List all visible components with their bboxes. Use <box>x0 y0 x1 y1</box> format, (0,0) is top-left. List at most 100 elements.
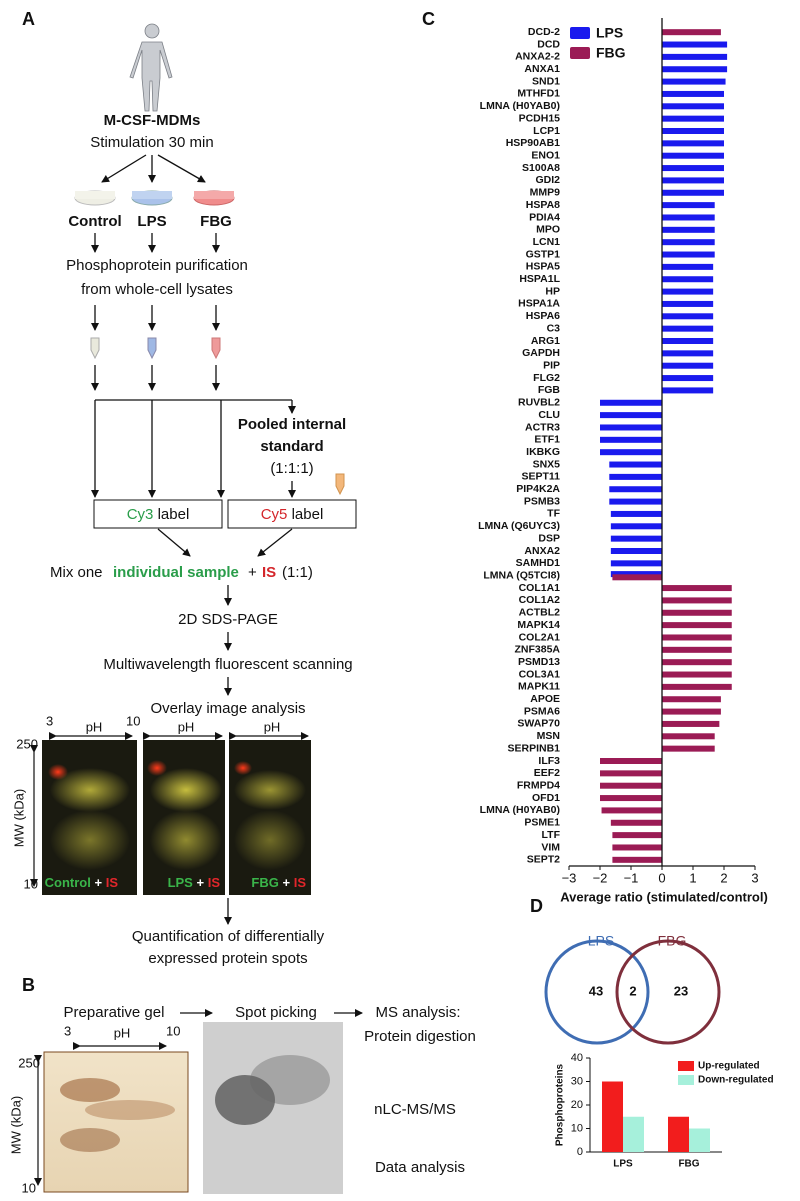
gel-images <box>42 740 311 895</box>
bar <box>662 733 715 740</box>
category-label: RUVBL2 <box>518 397 560 409</box>
arrows <box>91 305 220 331</box>
bar <box>610 819 662 826</box>
category-label: VIM <box>541 841 560 853</box>
purification: from whole-cell lysates <box>81 281 233 298</box>
gel-condition: Control <box>45 875 91 890</box>
category-label: ARG1 <box>531 335 560 347</box>
bar <box>662 202 715 209</box>
legend-swatch <box>570 27 590 39</box>
y-tick-label: 0 <box>577 1146 583 1158</box>
category-label: TF <box>547 508 560 520</box>
category-label: LMNA (H0YAB0) <box>480 100 560 112</box>
pooled: standard <box>260 438 323 455</box>
category-label: IKBKG <box>526 446 560 458</box>
x-tick-label: −2 <box>593 870 608 885</box>
y-tick-label: 20 <box>571 1099 583 1111</box>
bar <box>662 165 724 172</box>
category-label: FGB <box>538 384 561 396</box>
condition: Control <box>68 213 121 230</box>
venn-set <box>544 939 650 1045</box>
category-label: DCD-2 <box>528 26 560 38</box>
bar <box>662 189 724 196</box>
category-label: SNX5 <box>533 458 561 470</box>
mw-top: 250 <box>16 736 38 751</box>
pooled: Pooled internal <box>238 416 346 433</box>
x-tick-label: −1 <box>624 870 639 885</box>
mix-ratio: (1:1) <box>282 564 313 581</box>
step: Multiwavelength fluorescent scanning <box>103 656 352 673</box>
dye: Cy3 <box>127 506 154 523</box>
cells: M-CSF-MDMs <box>104 112 201 129</box>
bar <box>662 263 714 270</box>
bar <box>662 325 714 332</box>
mix: Mix one <box>50 564 103 581</box>
category-label: FRMPD4 <box>517 779 560 791</box>
gel-axes <box>30 732 309 887</box>
category-label: LCP1 <box>533 125 560 137</box>
bar <box>662 646 732 653</box>
legend-label: Down-regulated <box>698 1075 774 1086</box>
gel-condition: FBG <box>251 875 278 890</box>
category-label: HP <box>545 285 560 297</box>
bar <box>662 251 715 258</box>
bar <box>662 671 732 678</box>
category-label: PSMD13 <box>518 656 560 668</box>
gel-plus: + <box>282 875 290 890</box>
bar <box>612 574 662 581</box>
prep-step: Spot picking <box>235 1004 317 1021</box>
venn-count: 23 <box>674 983 688 998</box>
bar <box>662 140 724 147</box>
legend-label: Up-regulated <box>698 1061 760 1072</box>
bar <box>601 807 662 814</box>
bar <box>600 758 662 764</box>
bar <box>662 288 714 295</box>
x-tick-label: FBG <box>678 1159 699 1170</box>
bar <box>610 535 662 542</box>
bar <box>662 66 728 73</box>
panel-label: B <box>22 975 35 995</box>
bar <box>600 449 662 456</box>
mix-individual: individual sample <box>113 564 239 581</box>
cy3-box <box>93 499 223 529</box>
category-label: HSPA1A <box>518 298 560 310</box>
condition: LPS <box>137 213 166 230</box>
category-label: ACTBL2 <box>519 607 561 619</box>
y-tick-label: 40 <box>571 1052 583 1064</box>
bar <box>662 177 724 184</box>
bar <box>623 1116 644 1152</box>
mw-axis: MW (kDa) <box>11 789 26 848</box>
x-axis-label: Average ratio (stimulated/control) <box>560 889 768 904</box>
bar <box>610 571 662 578</box>
category-label: ANXA2-2 <box>515 51 560 63</box>
bar <box>662 78 726 85</box>
bar <box>662 226 715 233</box>
bar <box>609 486 662 493</box>
bar <box>600 770 662 777</box>
bar <box>662 375 714 382</box>
category-label: MTHFD1 <box>517 88 560 100</box>
category-label: ACTR3 <box>525 421 560 433</box>
prep-step: Preparative gel <box>64 1004 165 1021</box>
category-label: MSN <box>537 730 560 742</box>
ph: pH <box>86 719 103 734</box>
ms-step: Data analysis <box>375 1159 465 1176</box>
bar <box>610 523 662 530</box>
dye: Cy5 <box>261 506 288 523</box>
bar <box>662 214 715 221</box>
gel-label: Control + IS <box>45 875 119 890</box>
bar <box>662 152 724 159</box>
bar <box>662 745 715 752</box>
category-label: LMNA (Q5TCI8) <box>483 569 560 581</box>
category-label: S100A8 <box>522 162 560 174</box>
category-label: MMP9 <box>530 187 560 199</box>
bar <box>662 115 724 122</box>
gel-plus: + <box>196 875 204 890</box>
category-label: COL2A1 <box>519 631 561 643</box>
mw-top: 250 <box>18 1055 40 1070</box>
tubes <box>90 337 345 496</box>
category-label: FLG2 <box>533 372 560 384</box>
category-label: GAPDH <box>522 347 560 359</box>
mw-bottom: 10 <box>24 876 38 891</box>
legend-label: LPS <box>596 25 623 41</box>
